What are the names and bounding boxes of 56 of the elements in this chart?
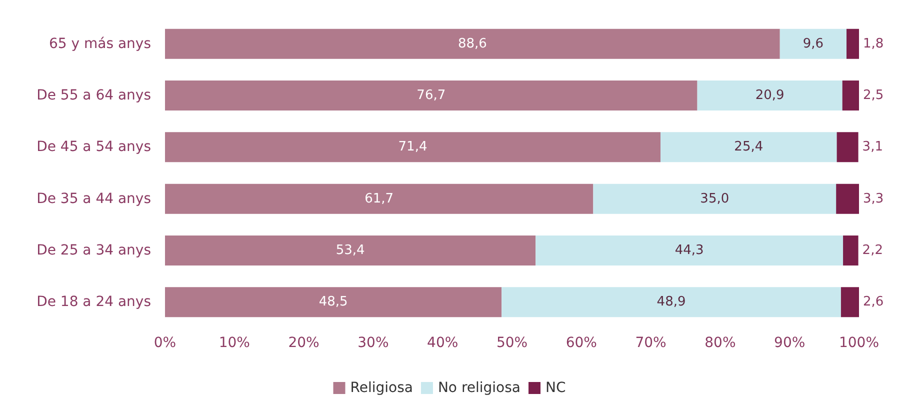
bar — [536, 236, 844, 266]
bar — [697, 80, 842, 110]
bar — [165, 287, 502, 318]
x-tick-label: 10% — [218, 335, 250, 351]
data-label: 71,4 — [398, 140, 428, 155]
data-label: 3,1 — [862, 140, 883, 155]
x-tick-label: 80% — [704, 335, 736, 351]
bar — [840, 287, 859, 318]
data-label: 76,7 — [416, 88, 446, 103]
x-tick-label: 100% — [838, 335, 880, 351]
x-tick-label: 20% — [288, 335, 320, 351]
data-label: 44,3 — [674, 243, 704, 258]
bar — [593, 184, 836, 214]
bar — [165, 80, 698, 110]
legend-label: NC — [546, 380, 566, 396]
x-tick-label: 40% — [427, 335, 458, 351]
data-label: 61,7 — [364, 191, 394, 206]
data-label: 9,6 — [802, 36, 824, 52]
bar — [165, 132, 661, 162]
x-tick-label: 90% — [774, 335, 806, 351]
bar — [846, 28, 859, 59]
data-label: 48,9 — [656, 294, 686, 310]
legend-label: No religiosa — [438, 380, 521, 396]
data-label: 53,4 — [336, 243, 365, 258]
data-label: 20,9 — [755, 88, 784, 103]
bar — [502, 287, 841, 318]
bar — [836, 184, 859, 214]
bar — [165, 236, 536, 266]
bar — [660, 132, 837, 162]
bar — [165, 184, 594, 214]
x-tick-label: 30% — [358, 335, 389, 351]
bar — [842, 80, 859, 110]
x-tick-label: 50% — [496, 335, 528, 351]
bar — [780, 28, 847, 59]
data-label: 88,6 — [458, 36, 487, 52]
bar — [836, 132, 858, 162]
bar — [843, 236, 858, 266]
data-label: 2,5 — [863, 88, 884, 103]
legend-label: Religiosa — [350, 380, 413, 396]
data-label: 2,6 — [863, 294, 884, 310]
y-tick-label: De 35 a 44 anys — [36, 190, 151, 207]
data-label: 3,3 — [863, 191, 884, 206]
y-tick-label: De 25 a 34 anys — [36, 242, 151, 258]
y-tick-label: De 18 a 24 anys — [36, 294, 151, 310]
data-label: 35,0 — [700, 191, 730, 206]
data-label: 48,5 — [318, 294, 348, 310]
y-tick-label: De 45 a 54 anys — [36, 139, 151, 156]
x-tick-label: 60% — [566, 335, 597, 351]
y-tick-label: De 55 a 64 anys — [36, 88, 151, 104]
data-label: 25,4 — [734, 140, 764, 155]
data-label: 1,8 — [863, 36, 884, 52]
data-label: 2,2 — [862, 243, 883, 258]
bar — [165, 28, 780, 59]
x-tick-label: 0% — [154, 335, 176, 351]
x-tick-label: 70% — [635, 335, 666, 351]
y-tick-label: 65 y más anys — [49, 36, 151, 52]
